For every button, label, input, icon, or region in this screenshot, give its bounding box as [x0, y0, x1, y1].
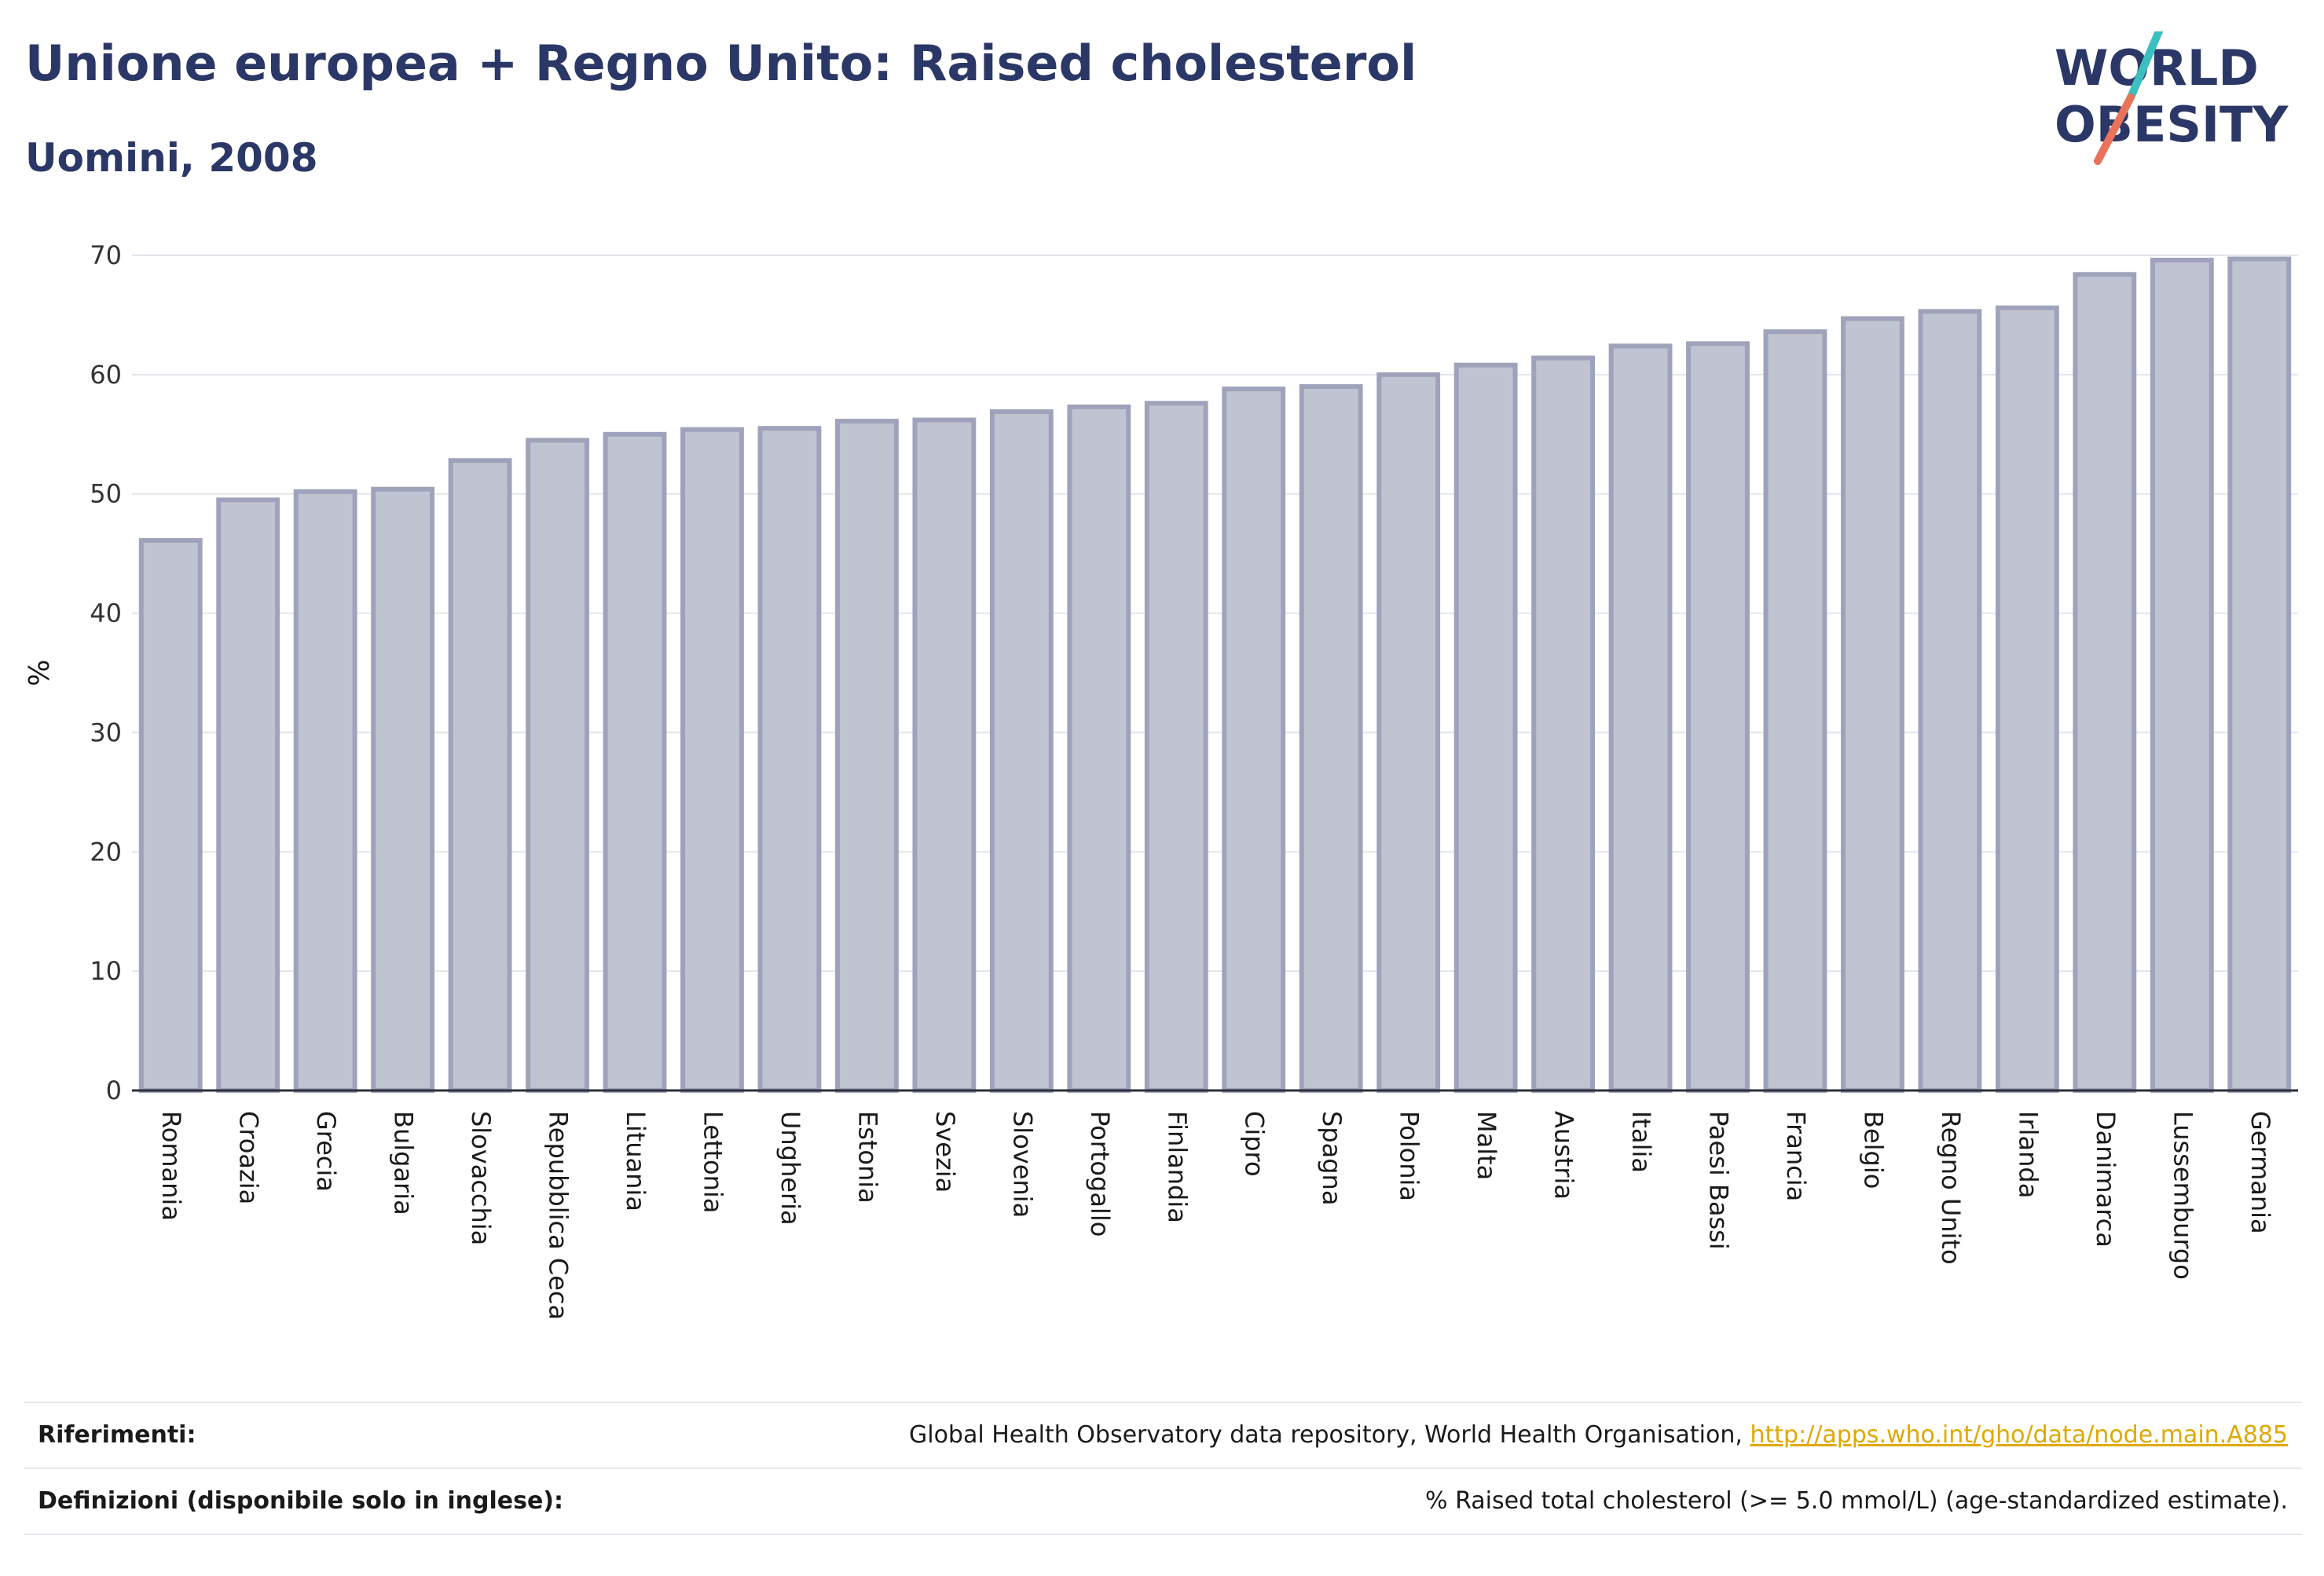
x-tick-label: Austria: [1549, 1111, 1579, 1200]
x-tick-label: Lettonia: [698, 1111, 728, 1213]
x-tick-label: Finlandia: [1162, 1111, 1192, 1223]
footer-divider: [24, 1402, 2302, 1403]
y-tick-label: 20: [90, 837, 122, 867]
bar-regno-unito[interactable]: [1918, 309, 1982, 1093]
footer-divider: [24, 1534, 2302, 1535]
x-tick-label: Bulgaria: [389, 1111, 419, 1215]
x-tick-label: Portogallo: [1085, 1111, 1115, 1237]
logo-slash-red-icon: [2094, 93, 2135, 165]
x-tick-label: Cipro: [1240, 1111, 1270, 1177]
y-tick-label: 40: [90, 599, 122, 629]
chart-subtitle: Uomini, 2008: [25, 135, 318, 181]
bars: [138, 256, 2292, 1094]
logo-slash-teal-icon: [2127, 31, 2164, 101]
bar-portogallo[interactable]: [1067, 404, 1131, 1093]
bar-danimarca[interactable]: [2073, 272, 2137, 1094]
x-tick-label: Regno Unito: [1936, 1111, 1966, 1265]
x-tick-label: Estonia: [852, 1111, 882, 1204]
references-link[interactable]: http://apps.who.int/gho/data/node.main.A…: [1750, 1420, 2288, 1449]
bar-chart: 0 10 20 30 40 50 60 70 Romania Croazia Grecia Bulg…: [24, 240, 2298, 1320]
x-tick-label: Lituania: [621, 1111, 651, 1211]
bar-bulgaria[interactable]: [371, 486, 435, 1093]
x-tick-label: Paesi Bassi: [1704, 1111, 1734, 1250]
footer-references-row: Riferimenti: Global Health Observatory d…: [24, 1403, 2302, 1466]
x-tick-label: Croazia: [234, 1111, 264, 1204]
x-tick-label: Danimarca: [2091, 1111, 2121, 1248]
x-tick-label: Malta: [1472, 1111, 1501, 1180]
bar-croazia[interactable]: [216, 497, 280, 1093]
y-axis-label: %: [24, 659, 56, 686]
references-label: Riferimenti:: [38, 1420, 196, 1449]
bar-lettonia[interactable]: [680, 427, 744, 1093]
x-tick-label: Lussemburgo: [2168, 1111, 2198, 1280]
x-axis: Romania Croazia Grecia Bulgaria Slovacchia Re…: [156, 1111, 2275, 1320]
bar-cipro[interactable]: [1222, 387, 1286, 1093]
bar-romania[interactable]: [138, 537, 203, 1093]
y-tick-label: 0: [106, 1076, 122, 1105]
y-tick-label: 30: [90, 717, 122, 747]
bar-slovacchia[interactable]: [448, 458, 512, 1093]
y-tick-label: 10: [90, 956, 122, 986]
bar-francia[interactable]: [1763, 329, 1827, 1093]
footer-divider: [24, 1468, 2302, 1469]
bar-finlandia[interactable]: [1144, 401, 1208, 1093]
x-tick-label: Svezia: [930, 1111, 960, 1193]
bar-lussemburgo[interactable]: [2150, 258, 2214, 1093]
logo-line2: OBESITY: [2055, 96, 2289, 153]
world-obesity-logo: WORLD OBESITY: [2055, 31, 2289, 165]
y-tick-label: 50: [90, 479, 122, 509]
bar-spagna[interactable]: [1299, 384, 1363, 1093]
bar-germania[interactable]: [2227, 256, 2292, 1094]
x-tick-label: Ungheria: [775, 1111, 805, 1226]
x-tick-label: Slovenia: [1007, 1111, 1037, 1218]
bar-estonia[interactable]: [834, 419, 899, 1093]
bar-italia[interactable]: [1608, 343, 1673, 1093]
x-tick-label: Spagna: [1317, 1111, 1347, 1205]
x-tick-label: Italia: [1626, 1111, 1656, 1173]
y-tick-label: 60: [90, 360, 122, 390]
bar-svezia[interactable]: [912, 417, 977, 1093]
x-tick-label: Grecia: [311, 1111, 341, 1192]
chart-title: Unione europea + Regno Unito: Raised cho…: [25, 35, 1417, 92]
footer-definitions-row: Definizioni (disponibile solo in inglese…: [24, 1469, 2302, 1532]
bar-ungheria[interactable]: [757, 426, 822, 1093]
x-tick-label: Polonia: [1395, 1111, 1424, 1201]
bar-austria[interactable]: [1531, 355, 1596, 1093]
logo-line1: WORLD: [2055, 39, 2259, 97]
x-tick-label: Repubblica Ceca: [544, 1111, 574, 1320]
bar-grecia[interactable]: [293, 489, 357, 1093]
x-tick-label: Germania: [2245, 1111, 2275, 1234]
x-tick-label: Slovacchia: [466, 1111, 496, 1245]
x-tick-label: Romania: [156, 1111, 186, 1221]
y-tick-label: 70: [90, 240, 122, 270]
bar-irlanda[interactable]: [1995, 305, 2059, 1093]
y-axis: 0 10 20 30 40 50 60 70: [90, 240, 122, 1105]
bar-paesi-bassi[interactable]: [1686, 341, 1750, 1094]
definitions-value: % Raised total cholesterol (>= 5.0 mmol/…: [1425, 1486, 2288, 1515]
x-tick-label: Belgio: [1858, 1111, 1888, 1189]
definitions-label: Definizioni (disponibile solo in inglese…: [38, 1486, 563, 1515]
bar-polonia[interactable]: [1376, 372, 1441, 1094]
bar-malta[interactable]: [1453, 362, 1518, 1093]
references-text: Global Health Observatory data repositor…: [909, 1420, 1743, 1449]
bar-lituania[interactable]: [603, 431, 667, 1093]
bar-repubblica-ceca[interactable]: [526, 438, 589, 1093]
bar-belgio[interactable]: [1841, 316, 1904, 1093]
x-tick-label: Francia: [1781, 1111, 1811, 1201]
x-tick-label: Irlanda: [2013, 1111, 2043, 1198]
references-value: Global Health Observatory data repositor…: [909, 1421, 2302, 1449]
bar-slovenia[interactable]: [989, 409, 1054, 1093]
